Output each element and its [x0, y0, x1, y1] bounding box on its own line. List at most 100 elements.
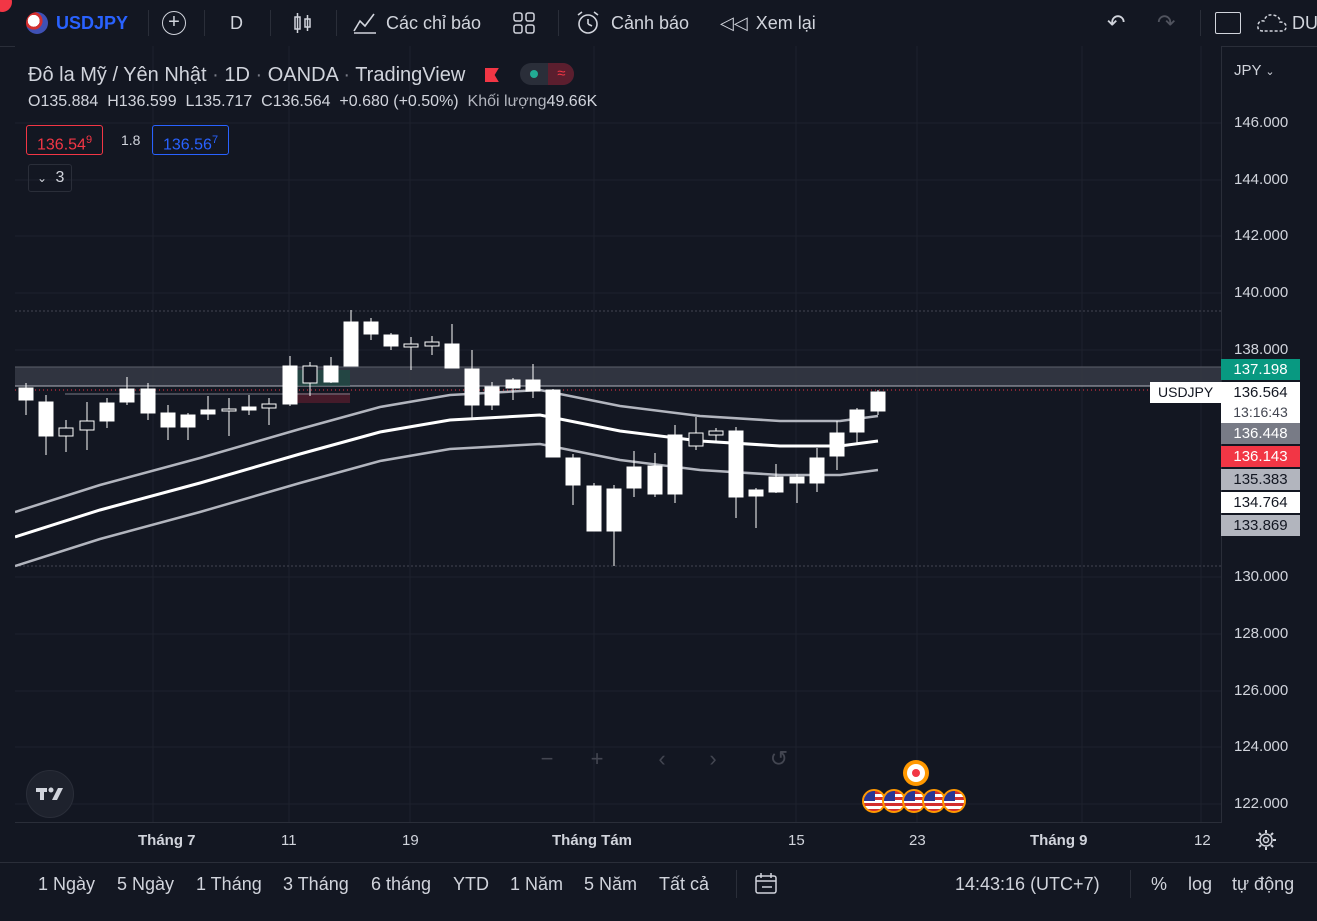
candle-body: [221, 408, 237, 412]
price-label: 144.000: [1234, 171, 1289, 188]
high-label: H: [107, 93, 119, 110]
tradingview-logo-icon: [36, 787, 63, 800]
plus-circle-icon: +: [162, 11, 186, 35]
time-label: 23: [909, 832, 926, 849]
candle-body: [200, 409, 216, 415]
time-label: 15: [788, 832, 805, 849]
position-loss-box: [295, 393, 350, 403]
price-tag: 134.764: [1221, 492, 1300, 513]
candle-body: [606, 488, 622, 532]
chart-style-button[interactable]: [292, 0, 314, 46]
indicators-button[interactable]: Các chỉ báo: [352, 0, 481, 46]
range-button[interactable]: Tất cả: [659, 874, 710, 894]
compare-button[interactable]: +: [162, 0, 186, 46]
flag-marker-icon[interactable]: [484, 68, 499, 82]
reset-chart-button[interactable]: ↺: [764, 744, 794, 774]
candle-body: [768, 476, 784, 493]
candle-body: [180, 414, 196, 428]
price-tag: 135.383: [1221, 469, 1300, 490]
replay-label: Xem lại: [755, 12, 816, 33]
range-button[interactable]: 1 Ngày: [38, 874, 96, 894]
percent-scale-toggle[interactable]: %: [1151, 874, 1168, 894]
economic-events-row[interactable]: [862, 789, 982, 817]
us-flag-event-icon[interactable]: [942, 789, 966, 813]
redo-button[interactable]: ↷: [1157, 0, 1175, 46]
flag-icon: [26, 12, 48, 34]
chart-pane[interactable]: [15, 46, 1222, 822]
range-button[interactable]: 3 Tháng: [283, 874, 349, 894]
range-button[interactable]: 1 Năm: [510, 874, 564, 894]
candle-body: [38, 401, 54, 437]
candle-body: [505, 379, 521, 389]
candle-body: [728, 430, 744, 498]
high-value: 136.599: [118, 93, 177, 110]
sell-button[interactable]: 136.549: [26, 125, 104, 155]
axis-settings-button[interactable]: [1255, 829, 1277, 856]
alerts-button[interactable]: Cảnh báo: [575, 0, 689, 46]
undo-button[interactable]: ↶: [1107, 0, 1125, 46]
chevron-down-icon: ⌄: [37, 171, 48, 185]
candlestick-chart[interactable]: [15, 46, 1222, 822]
bid-price-pip: 9: [85, 134, 93, 146]
range-button[interactable]: 5 Năm: [584, 874, 638, 894]
scroll-left-button[interactable]: ‹: [647, 744, 677, 774]
layout-icon: [513, 12, 535, 34]
ask-price-pip: 7: [211, 134, 219, 146]
price-label: 122.000: [1234, 795, 1289, 812]
price-tag: 136.143: [1221, 446, 1300, 467]
indicators-collapse-button[interactable]: ⌄ 3: [28, 164, 72, 192]
cloud-save-button[interactable]: DU: [1256, 0, 1317, 46]
range-button[interactable]: YTD: [453, 874, 489, 894]
layout-button[interactable]: [512, 0, 536, 46]
zoom-out-button[interactable]: −: [532, 744, 562, 774]
candle-body: [809, 457, 825, 484]
interval-button[interactable]: D: [230, 0, 243, 46]
candle-body: [748, 489, 764, 497]
candle-body: [119, 388, 135, 403]
time-label: Tháng 9: [1030, 832, 1088, 849]
bar-style-icon: [294, 13, 311, 33]
chevron-left-icon: ‹: [658, 746, 666, 771]
time-axis[interactable]: [15, 822, 1222, 861]
currency-selector[interactable]: JPY ⌄: [1234, 62, 1275, 79]
candle-body: [829, 432, 845, 457]
market-status-pill[interactable]: ≈: [520, 63, 575, 85]
current-price-tag: 136.564 13:16:43: [1221, 382, 1300, 424]
candle-body: [58, 427, 74, 437]
buy-button[interactable]: 136.567: [152, 125, 230, 155]
replay-button[interactable]: ◁◁ Xem lại: [720, 0, 816, 46]
change-value: +0.680 (+0.50%): [339, 93, 459, 110]
candle-body: [160, 412, 176, 428]
open-value: 135.884: [40, 93, 99, 110]
fullscreen-icon: [1215, 12, 1241, 34]
clock-timezone[interactable]: 14:43:16 (UTC+7): [955, 874, 1100, 894]
zoom-in-button[interactable]: +: [582, 744, 612, 774]
account-label: DU: [1292, 12, 1317, 33]
scroll-right-button[interactable]: ›: [698, 744, 728, 774]
volume-label: Khối lượng: [467, 93, 547, 110]
candle-body: [79, 420, 95, 431]
date-range-button[interactable]: [754, 872, 780, 901]
log-scale-toggle[interactable]: log: [1188, 874, 1213, 894]
event-marker-icon[interactable]: [903, 760, 929, 786]
current-price: 136.564: [1233, 384, 1288, 401]
candle-body: [282, 365, 298, 405]
middle-band: [15, 413, 879, 539]
lower-band: [15, 442, 879, 568]
price-label: 142.000: [1234, 227, 1289, 244]
fullscreen-button[interactable]: [1215, 0, 1241, 46]
close-label: C: [261, 93, 273, 110]
market-open-dot-icon: [530, 70, 539, 78]
open-label: O: [28, 93, 41, 110]
currency-label: JPY: [1234, 62, 1262, 79]
time-label: 19: [402, 832, 419, 849]
auto-scale-toggle[interactable]: tự động: [1232, 874, 1295, 894]
symbol-search[interactable]: USDJPY: [26, 0, 128, 46]
tradingview-logo[interactable]: [26, 770, 74, 818]
range-button[interactable]: 6 tháng: [371, 874, 432, 894]
range-button[interactable]: 5 Ngày: [117, 874, 175, 894]
indicators-label: Các chỉ báo: [386, 12, 482, 33]
low-label: L: [185, 93, 195, 110]
notification-badge[interactable]: [0, 0, 12, 12]
range-button[interactable]: 1 Tháng: [196, 874, 262, 894]
